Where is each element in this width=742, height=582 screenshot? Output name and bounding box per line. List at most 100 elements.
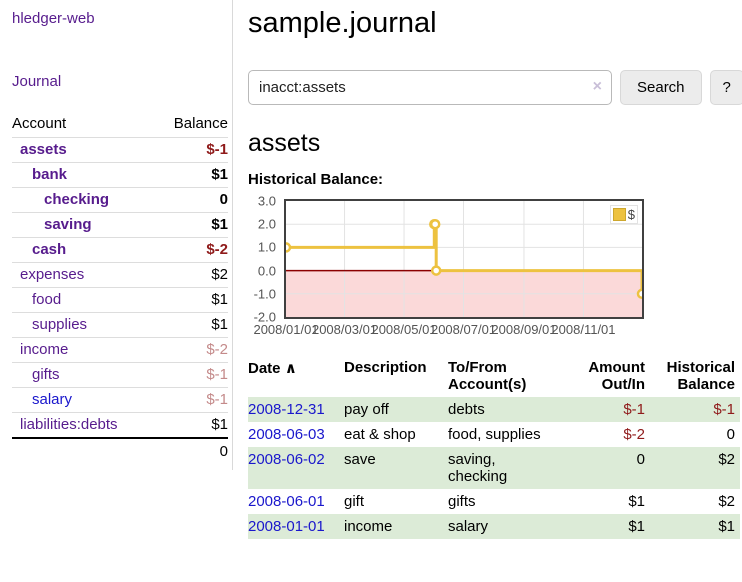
register-cell-amount: $-1 xyxy=(623,401,645,418)
account-row: checking 0 xyxy=(12,187,228,213)
search-box: × xyxy=(248,70,612,105)
app-window: hledger-web Journal Account Balance asse… xyxy=(12,0,742,539)
sidebar-account-link[interactable]: saving xyxy=(44,216,92,233)
sidebar-account-link[interactable]: liabilities:debts xyxy=(20,416,118,433)
brand-link[interactable]: hledger-web xyxy=(12,10,95,27)
register-cell-description: save xyxy=(344,451,376,468)
sidebar-account-link[interactable]: bank xyxy=(32,166,68,183)
chart-y-axis: 3.0 2.0 1.0 0.0 -1.0 -2.0 xyxy=(248,194,284,325)
register-row: 2008-06-03 eat & shop food, supplies $-2 0 xyxy=(248,422,740,447)
help-button[interactable]: ? xyxy=(709,70,742,105)
register-row: 2008-06-01 gift gifts $1 $2 xyxy=(248,489,740,514)
account-name-cell: bank xyxy=(12,163,155,188)
y-tick-label: 0.0 xyxy=(257,263,276,279)
sidebar-account-link[interactable]: income xyxy=(20,341,69,358)
register-cell-description: income xyxy=(344,518,393,535)
accounts-header-balance: Balance xyxy=(173,115,228,132)
accounts-header-row: Account Balance xyxy=(12,111,228,138)
chart-title: Historical Balance: xyxy=(248,171,384,188)
register-date-link[interactable]: 2008-06-01 xyxy=(248,493,325,510)
sidebar-account-balance: $1 xyxy=(211,291,228,308)
register-cell-amount: $1 xyxy=(628,493,645,510)
x-tick-label: 2008/01/01 xyxy=(253,322,319,337)
register-header-date[interactable]: Date ∧ xyxy=(248,355,344,397)
x-tick-label: 2008/07/01 xyxy=(430,322,497,337)
account-row: liabilities:debts $1 xyxy=(12,412,228,439)
register-cell-date: 2008-06-03 xyxy=(248,422,344,447)
brand: hledger-web xyxy=(12,10,228,27)
register-cell-amount: $-2 xyxy=(623,426,645,443)
register-date-link[interactable]: 2008-01-01 xyxy=(248,518,325,535)
sidebar-account-balance: $-1 xyxy=(206,366,228,383)
account-title: assets xyxy=(248,129,321,157)
register-cell-balance: $2 xyxy=(718,451,735,468)
register-header-date-label: Date xyxy=(248,360,281,377)
account-row: salary $-1 xyxy=(12,387,228,413)
chart-x-axis: 2008/01/01 2008/03/01 2008/05/01 2008/07/01… xyxy=(253,322,642,339)
account-row: assets $-1 xyxy=(12,137,228,163)
account-name-cell: food xyxy=(12,288,155,313)
register-cell-balance: 0 xyxy=(726,426,735,443)
register-cell-balance: $1 xyxy=(718,518,735,535)
sort-asc-icon: ∧ xyxy=(284,360,297,377)
legend-label: $ xyxy=(627,207,635,222)
register-table-body: 2008-12-31 pay off debts $-1 $-1 2008-06-03 ea… xyxy=(248,397,740,539)
account-row: bank $1 xyxy=(12,162,228,188)
sidebar-account-link[interactable]: assets xyxy=(20,141,67,158)
register-cell-accounts: food, supplies xyxy=(448,426,541,443)
account-name-cell: supplies xyxy=(12,313,155,338)
chart-svg xyxy=(286,201,642,317)
sidebar-account-link[interactable]: salary xyxy=(32,391,73,408)
chart-plot-area: $ xyxy=(284,199,644,319)
sidebar-account-link[interactable]: food xyxy=(32,291,62,308)
chart-legend: $ xyxy=(609,205,638,224)
sidebar-item-journal[interactable]: Journal xyxy=(12,73,62,90)
register-cell-amount: $1 xyxy=(628,518,645,535)
account-name-cell: income xyxy=(12,338,155,363)
y-tick-label: -2.0 xyxy=(253,309,276,325)
sidebar-account-balance: 0 xyxy=(219,191,228,208)
account-row: gifts $-1 xyxy=(12,362,228,388)
accounts-header-account: Account xyxy=(12,115,67,132)
register-row: 2008-06-02 save saving, checking 0 $2 xyxy=(248,447,740,489)
accounts-total-row: 0 xyxy=(12,437,228,464)
account-row: income $-2 xyxy=(12,337,228,363)
sidebar-account-balance: $1 xyxy=(211,166,228,183)
sidebar-account-balance: $2 xyxy=(211,266,228,283)
account-name-cell: assets xyxy=(12,138,155,163)
sidebar-account-link[interactable]: expenses xyxy=(20,266,85,283)
sidebar-account-balance: $1 xyxy=(211,316,228,333)
register-cell-accounts: debts xyxy=(448,401,485,418)
y-tick-label: 2.0 xyxy=(257,216,276,232)
search-button[interactable]: Search xyxy=(620,70,702,105)
register-header-accounts: To/From Account(s) xyxy=(448,359,527,393)
y-tick-label: 1.0 xyxy=(257,239,276,255)
accounts-total-value: 0 xyxy=(154,437,228,464)
register-cell-accounts: salary xyxy=(448,518,489,535)
register-date-link[interactable]: 2008-12-31 xyxy=(248,401,325,418)
register-date-link[interactable]: 2008-06-03 xyxy=(248,426,325,443)
sidebar-account-balance: $1 xyxy=(211,416,228,433)
account-row: food $1 xyxy=(12,287,228,313)
register-header-description: Description xyxy=(344,359,427,376)
sidebar-account-balance: $-1 xyxy=(206,391,228,408)
sidebar-account-link[interactable]: gifts xyxy=(32,366,60,383)
sidebar-account-link[interactable]: supplies xyxy=(32,316,88,333)
sidebar-account-link[interactable]: cash xyxy=(32,241,67,258)
search-input[interactable] xyxy=(248,70,612,105)
register-header-row: Date ∧ Description To/From Account(s) Am… xyxy=(248,355,740,397)
register-cell-description: pay off xyxy=(344,401,389,418)
accounts-table: Account Balance assets $-1 bank $1 checking 0… xyxy=(12,111,228,464)
sidebar-nav: Journal xyxy=(12,73,228,90)
sidebar-account-balance: $-2 xyxy=(206,341,228,358)
register-cell-date: 2008-01-01 xyxy=(248,514,344,539)
sidebar-account-link[interactable]: checking xyxy=(44,191,110,208)
clear-search-icon[interactable]: × xyxy=(592,78,602,95)
register-date-link[interactable]: 2008-06-02 xyxy=(248,451,325,468)
register-cell-date: 2008-06-02 xyxy=(248,447,344,489)
x-tick-label: 2008/03/01 xyxy=(311,322,378,337)
register-table: Date ∧ Description To/From Account(s) Am… xyxy=(248,355,740,539)
page-title: sample.journal xyxy=(248,7,437,39)
x-tick-label: 2008/09/01 xyxy=(491,322,557,337)
account-row: cash $-2 xyxy=(12,237,228,263)
